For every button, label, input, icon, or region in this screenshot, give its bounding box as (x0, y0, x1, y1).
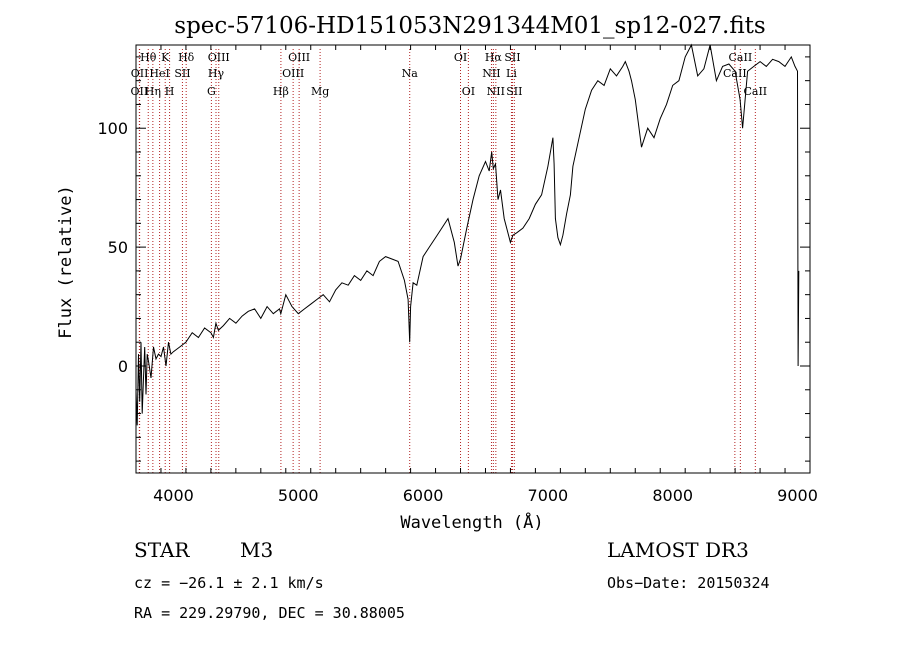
line-marker-label: NII (482, 67, 500, 80)
y-axis-label: Flux (relative) (56, 185, 76, 339)
observation-date: Obs−Date: 20150324 (607, 574, 770, 592)
line-marker-label: Li (506, 67, 517, 80)
line-marker-label: Na (402, 67, 419, 80)
line-marker-label: OIII (208, 51, 230, 64)
object-subclass: M3 (240, 538, 274, 562)
x-tick-label: 6000 (403, 486, 444, 505)
line-marker-label: OI (454, 51, 467, 64)
spectrum-line (135, 43, 800, 426)
line-marker-label: CaII (743, 85, 767, 98)
x-tick-label: 8000 (652, 486, 693, 505)
line-marker-label: OII (131, 85, 149, 98)
plot-frame (135, 44, 811, 474)
line-marker-label: OI (462, 85, 475, 98)
line-marker-label: CaII (729, 51, 753, 64)
line-marker-label: Hη (145, 85, 161, 98)
line-marker-label: Hβ (273, 85, 289, 98)
y-tick-label: 0 (118, 357, 128, 376)
x-tick-label: 4000 (153, 486, 194, 505)
survey-name: LAMOST DR3 (607, 538, 749, 562)
y-tick-label: 100 (97, 119, 128, 138)
line-marker-label: K (161, 51, 170, 64)
x-tick-label: 7000 (528, 486, 569, 505)
coordinates: RA = 229.29790, DEC = 30.88005 (134, 604, 405, 622)
line-marker-label: Mg (311, 85, 329, 98)
line-marker-label: OII (131, 67, 149, 80)
x-axis-ticks: 4000 5000 6000 7000 8000 9000 (135, 45, 818, 505)
line-marker-label: Hθ (140, 51, 157, 64)
x-axis-label: Wavelength (Å) (400, 511, 543, 533)
line-marker-label: H (165, 85, 175, 98)
line-marker-label: G (207, 85, 216, 98)
line-marker-label: SII (174, 67, 190, 80)
line-marker-label: SII (506, 85, 522, 98)
line-marker-label: Hγ (208, 67, 225, 80)
line-marker-label: Hα (485, 51, 503, 64)
chart-title: spec-57106-HD151053N291344M01_sp12-027.f… (174, 13, 765, 39)
y-tick-label: 50 (108, 238, 128, 257)
x-tick-label: 9000 (777, 486, 818, 505)
redshift-velocity: cz = −26.1 ± 2.1 km/s (134, 574, 324, 592)
line-marker-label: Hδ (178, 51, 195, 64)
line-marker-label: CaII (723, 67, 747, 80)
x-tick-label: 5000 (278, 486, 319, 505)
object-class: STAR (134, 538, 190, 562)
line-marker-label: OIII (288, 51, 310, 64)
line-marker-label: HeI (149, 67, 169, 80)
y-axis-ticks: 0 50 100 (97, 56, 810, 462)
line-marker-label: SII (504, 51, 520, 64)
line-marker-label: NII (487, 85, 505, 98)
line-marker-label: OIII (282, 67, 304, 80)
line-marker-labels: OII OII Hθ Hη HeI K H SII Hδ G Hγ OIII Hβ OIII OIII Mg N… (131, 51, 768, 98)
